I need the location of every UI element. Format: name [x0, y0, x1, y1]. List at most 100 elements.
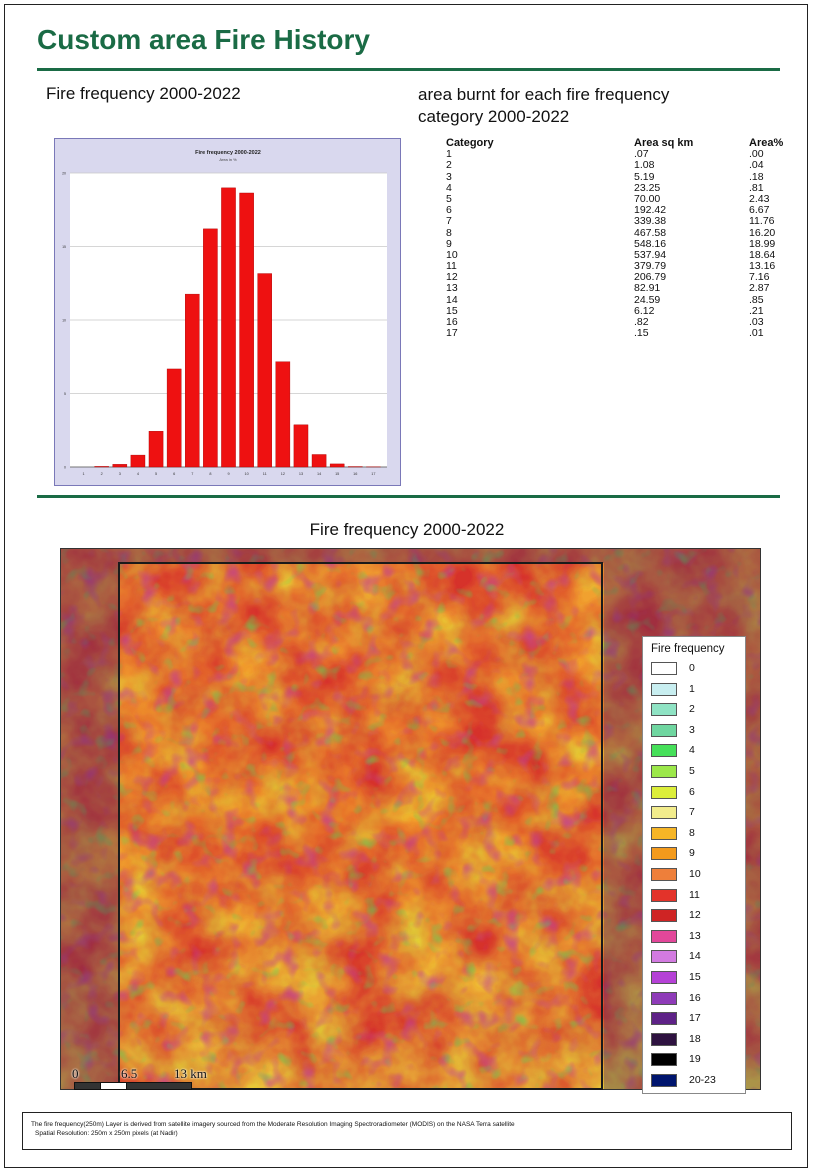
table-row: 2 1.08 .04	[446, 160, 796, 171]
legend-swatch	[651, 971, 677, 984]
table-cell-area-pct: 16.20	[749, 226, 776, 239]
area-of-interest-boundary	[118, 562, 603, 1090]
table-cell-area-pct: .18	[749, 170, 764, 183]
histogram-svg: Fire frequency 2000-2022 Area in % 0 5 10 1…	[62, 150, 387, 476]
area-table: Category Area sq km Area% 1 .07 .00 2 1.08 .0…	[446, 137, 796, 340]
table-row: 10 537.94 18.64	[446, 248, 796, 261]
legend-swatch	[651, 888, 677, 902]
table-row: 6 192.42 6.67	[446, 204, 796, 217]
scale-segment-3	[126, 1082, 192, 1090]
legend-swatch	[651, 929, 677, 943]
legend-swatch	[651, 744, 677, 758]
legend-label: 13	[689, 929, 701, 942]
y-tick-label: 5	[64, 392, 66, 396]
table-cell-category: 17	[446, 327, 458, 340]
x-tick-label: 13	[299, 472, 303, 476]
histogram-bar	[239, 192, 254, 468]
legend-label: 0	[689, 662, 695, 674]
histogram-bar	[275, 361, 291, 468]
x-tick-label: 15	[335, 472, 339, 476]
data-source-note: The fire frequency(250m) Layer is derive…	[22, 1112, 792, 1150]
histogram-bar	[203, 228, 218, 468]
table-cell-area-sqkm: 192.42	[634, 204, 667, 217]
x-tick-label: 8	[209, 472, 211, 476]
legend-label: 2	[689, 703, 695, 716]
legend-label: 19	[689, 1053, 701, 1066]
legend-label: 6	[689, 785, 695, 798]
legend-label: 12	[689, 909, 701, 922]
scale-bar: 0 6.5 13 km	[72, 1066, 222, 1092]
legend-swatch	[651, 868, 677, 881]
table-row: 7 339.38 11.76	[446, 216, 796, 227]
table-cell-area-sqkm: 206.79	[634, 271, 667, 284]
legend-label: 11	[689, 888, 700, 901]
table-row: 3 5.19 .18	[446, 170, 796, 183]
map-legend: Fire frequency 0 1 2 3 4 5 6 7 8 9 10 11 12 13 14 15 16 1…	[642, 636, 746, 1094]
table-cell-area-sqkm: 548.16	[634, 237, 667, 250]
table-cell-area-sqkm: 379.79	[634, 260, 667, 273]
table-row: 8 467.58 16.20	[446, 226, 796, 239]
table-cell-category: 12	[446, 271, 458, 284]
histogram-bar	[221, 187, 236, 468]
x-tick-label: 2	[101, 472, 103, 476]
page-title: Custom area Fire History	[37, 24, 370, 55]
x-tick-label: 11	[263, 472, 267, 476]
legend-label: 8	[689, 826, 695, 839]
histogram-bar	[293, 424, 309, 468]
legend-label: 7	[689, 806, 695, 819]
scale-segment-1	[74, 1082, 101, 1090]
table-cell-area-sqkm: .15	[634, 327, 649, 340]
table-cell-area-sqkm: 5.19	[634, 170, 655, 183]
legend-swatch	[651, 847, 677, 861]
y-tick-label: 10	[62, 319, 66, 323]
table-cell-category: 7	[446, 215, 452, 228]
scale-label-0: 0	[72, 1066, 79, 1081]
table-cell-category: 5	[446, 192, 452, 205]
table-row: 17 .15 .01	[446, 327, 796, 340]
table-cell-category: 13	[446, 282, 458, 295]
legend-swatch	[651, 1032, 677, 1046]
histogram-bar	[112, 464, 128, 468]
middle-divider	[37, 495, 780, 498]
histogram-chart: Fire frequency 2000-2022 Area in % 0 5 10 1…	[54, 138, 401, 486]
table-cell-area-sqkm: 1.08	[634, 159, 655, 172]
table-cell-area-sqkm: 339.38	[634, 215, 667, 228]
table-cell-area-sqkm: 24.59	[634, 293, 661, 306]
x-tick-label: 7	[191, 472, 193, 476]
legend-swatch	[651, 909, 677, 923]
legend-swatch	[651, 950, 677, 964]
table-heading: area burnt for each fire frequency categ…	[418, 85, 670, 126]
table-cell-category: 14	[446, 293, 458, 306]
legend-swatch	[651, 1074, 677, 1087]
table-cell-area-pct: 2.87	[749, 282, 770, 295]
table-cell-area-pct: .03	[749, 316, 764, 328]
table-cell-area-pct: 18.64	[749, 248, 776, 261]
histogram-heading: Fire frequency 2000-2022	[46, 84, 241, 103]
table-header-area-sqkm: Area sq km	[634, 137, 694, 149]
table-cell-area-sqkm: 467.58	[634, 226, 667, 239]
legend-label: 14	[689, 950, 701, 963]
x-tick-label: 6	[173, 472, 175, 476]
table-cell-category: 4	[446, 181, 452, 194]
legend-swatch	[651, 662, 677, 675]
table-cell-area-sqkm: 6.12	[634, 304, 655, 317]
table-header-category: Category	[446, 137, 494, 149]
legend-label: 9	[689, 847, 695, 860]
histogram-bar	[329, 463, 345, 468]
legend-label: 17	[689, 1012, 701, 1025]
histogram-bar	[94, 466, 109, 468]
table-cell-area-pct: 2.43	[749, 192, 770, 205]
legend-label: 10	[689, 868, 701, 880]
y-tick-label: 20	[62, 172, 66, 176]
table-cell-area-pct: 6.67	[749, 204, 770, 217]
chart-title: Fire frequency 2000-2022	[195, 150, 261, 156]
x-tick-label: 4	[137, 472, 139, 476]
legend-swatch	[651, 991, 677, 1005]
table-row: 13 82.91 2.87	[446, 283, 796, 294]
map-title: Fire frequency 2000-2022	[309, 520, 505, 539]
table-row: 9 548.16 18.99	[446, 237, 796, 250]
table-cell-category: 16	[446, 316, 458, 328]
table-cell-category: 2	[446, 159, 452, 172]
table-cell-area-pct: .21	[749, 304, 764, 317]
table-row: 11 379.79 13.16	[446, 260, 796, 273]
